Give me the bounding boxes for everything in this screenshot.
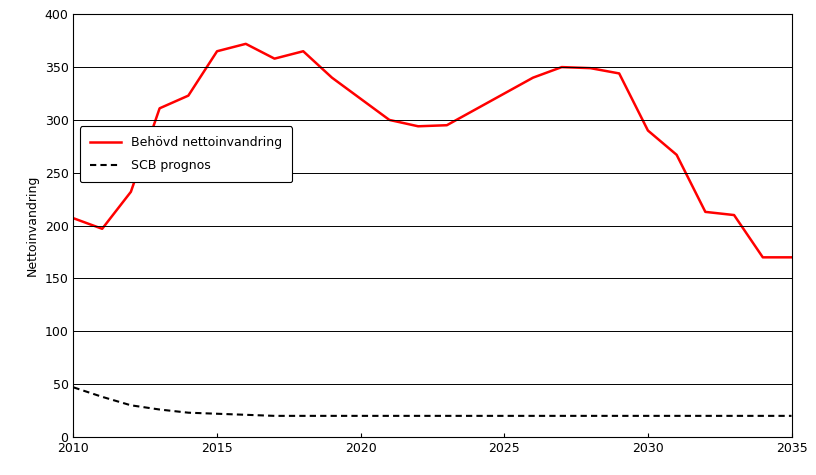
- Behövd nettoinvandring: [557, 64, 566, 70]
- SCB prognos: [384, 413, 394, 419]
- Behövd nettoinvandring: [97, 226, 107, 232]
- Behövd nettoinvandring: [614, 71, 624, 76]
- Line: SCB prognos: SCB prognos: [73, 387, 792, 416]
- Behövd nettoinvandring: [700, 209, 710, 215]
- SCB prognos: [126, 402, 135, 408]
- Line: Behövd nettoinvandring: Behövd nettoinvandring: [73, 44, 792, 257]
- Behövd nettoinvandring: [758, 255, 768, 260]
- Behövd nettoinvandring: [356, 96, 366, 102]
- Behövd nettoinvandring: [413, 124, 423, 129]
- SCB prognos: [614, 413, 624, 419]
- SCB prognos: [69, 384, 78, 390]
- Behövd nettoinvandring: [442, 123, 452, 128]
- Behövd nettoinvandring: [155, 105, 165, 111]
- Behövd nettoinvandring: [299, 48, 308, 54]
- Behövd nettoinvandring: [499, 91, 509, 96]
- Behövd nettoinvandring: [69, 215, 78, 221]
- SCB prognos: [269, 413, 279, 419]
- SCB prognos: [471, 413, 481, 419]
- Y-axis label: Nettoinvandring: Nettoinvandring: [26, 175, 39, 276]
- SCB prognos: [299, 413, 308, 419]
- Behövd nettoinvandring: [672, 152, 681, 158]
- Behövd nettoinvandring: [269, 56, 279, 61]
- SCB prognos: [155, 407, 165, 412]
- SCB prognos: [442, 413, 452, 419]
- SCB prognos: [586, 413, 596, 419]
- Behövd nettoinvandring: [787, 255, 796, 260]
- Behövd nettoinvandring: [384, 117, 394, 123]
- Legend: Behövd nettoinvandring, SCB prognos: Behövd nettoinvandring, SCB prognos: [80, 126, 292, 182]
- SCB prognos: [97, 394, 107, 399]
- Behövd nettoinvandring: [327, 75, 337, 81]
- SCB prognos: [730, 413, 739, 419]
- SCB prognos: [212, 411, 222, 417]
- SCB prognos: [528, 413, 538, 419]
- Behövd nettoinvandring: [730, 212, 739, 218]
- SCB prognos: [184, 410, 193, 416]
- Behövd nettoinvandring: [528, 75, 538, 81]
- SCB prognos: [356, 413, 366, 419]
- SCB prognos: [241, 412, 251, 418]
- SCB prognos: [758, 413, 768, 419]
- Behövd nettoinvandring: [184, 93, 193, 98]
- SCB prognos: [700, 413, 710, 419]
- Behövd nettoinvandring: [241, 41, 251, 47]
- SCB prognos: [643, 413, 653, 419]
- Behövd nettoinvandring: [471, 106, 481, 112]
- Behövd nettoinvandring: [212, 48, 222, 54]
- SCB prognos: [787, 413, 796, 419]
- SCB prognos: [557, 413, 566, 419]
- Behövd nettoinvandring: [126, 189, 135, 195]
- SCB prognos: [499, 413, 509, 419]
- SCB prognos: [413, 413, 423, 419]
- SCB prognos: [327, 413, 337, 419]
- Behövd nettoinvandring: [643, 128, 653, 133]
- Behövd nettoinvandring: [586, 65, 596, 71]
- SCB prognos: [672, 413, 681, 419]
